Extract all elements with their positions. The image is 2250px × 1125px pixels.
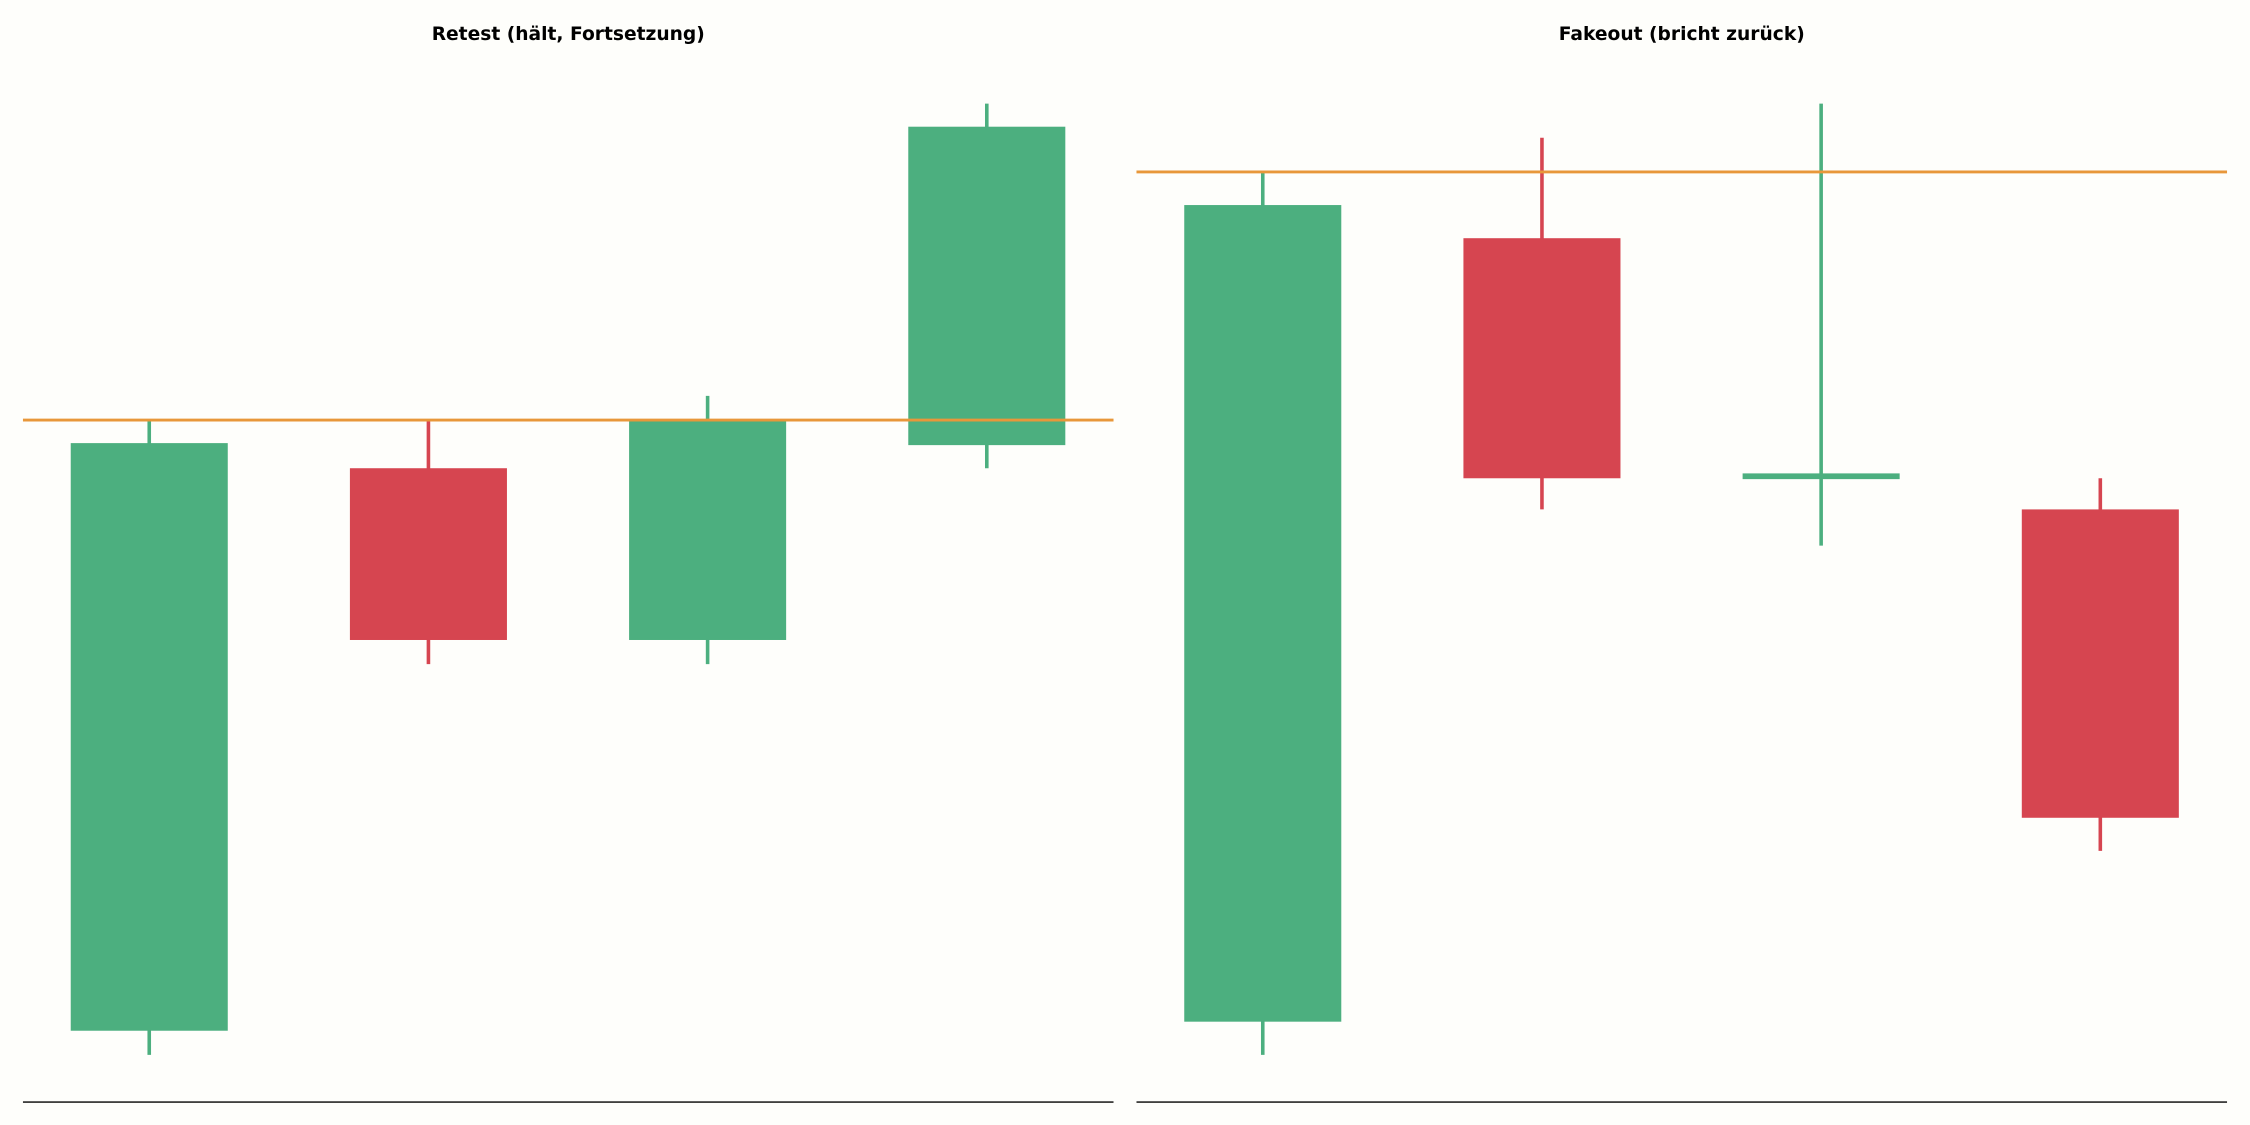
candle-body (349, 468, 507, 640)
candle-body (2021, 509, 2179, 818)
chart-title: Fakeout (bricht zurück) (1559, 24, 1805, 45)
chart-title: Retest (hält, Fortsetzung) (432, 24, 705, 45)
candle-body (908, 126, 1066, 446)
candle-body (1463, 238, 1621, 479)
candle-body (70, 443, 228, 1031)
candle-body (629, 420, 787, 640)
candle-body (1742, 473, 1900, 480)
candle-body (1184, 205, 1342, 1022)
